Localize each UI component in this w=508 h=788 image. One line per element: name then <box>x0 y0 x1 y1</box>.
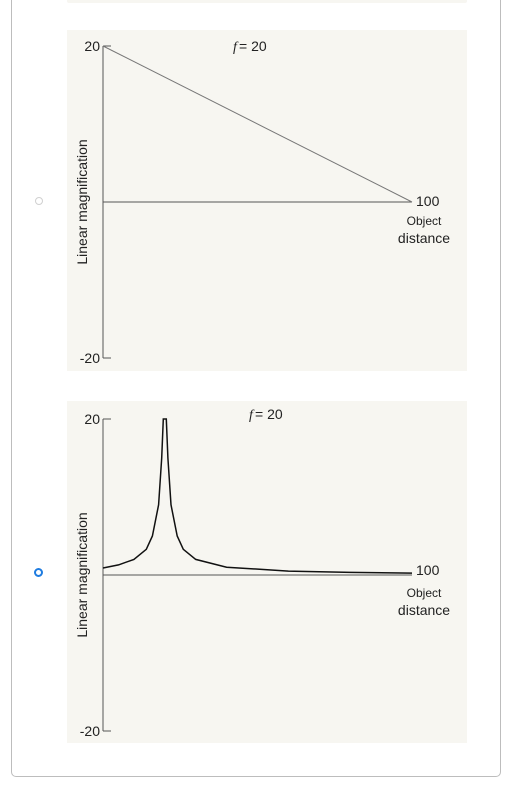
magnification-line <box>102 45 413 203</box>
x-axis-label-line1: Object <box>407 214 442 228</box>
y-tick-label-top: 20 <box>84 411 100 427</box>
option-2-radio[interactable] <box>34 568 43 577</box>
y-axis-label: Linear magnification <box>74 512 90 637</box>
y-tick-label-bottom: -20 <box>80 350 100 366</box>
annotation-f-symbol: f <box>249 408 255 423</box>
x-axis-label-line2: distance <box>398 602 450 618</box>
option-1-plot[interactable]: 20 -20 100 Object distance Linear magnif… <box>67 30 467 371</box>
y-axis-label: Linear magnification <box>74 139 90 264</box>
annotation-f-value: = 20 <box>239 38 267 54</box>
annotation-f-symbol: f <box>233 40 239 55</box>
annotation-f-value: = 20 <box>255 406 283 422</box>
x-axis-label-line2: distance <box>398 230 450 246</box>
magnification-curve <box>102 418 413 574</box>
option-1-radio[interactable] <box>35 197 43 205</box>
x-tick-label-end: 100 <box>416 193 440 209</box>
option-2-chart: 20 -20 100 Object distance Linear magnif… <box>74 406 450 739</box>
option-1-chart: 20 -20 100 Object distance Linear magnif… <box>74 38 450 366</box>
x-tick-label-end: 100 <box>416 562 440 578</box>
x-axis-label-line1: Object <box>407 586 442 600</box>
y-tick-label-top: 20 <box>84 38 100 54</box>
previous-option-plot-edge <box>67 0 467 3</box>
y-tick-label-bottom: -20 <box>80 723 100 739</box>
option-2-plot[interactable]: 20 -20 100 Object distance Linear magnif… <box>67 401 467 743</box>
